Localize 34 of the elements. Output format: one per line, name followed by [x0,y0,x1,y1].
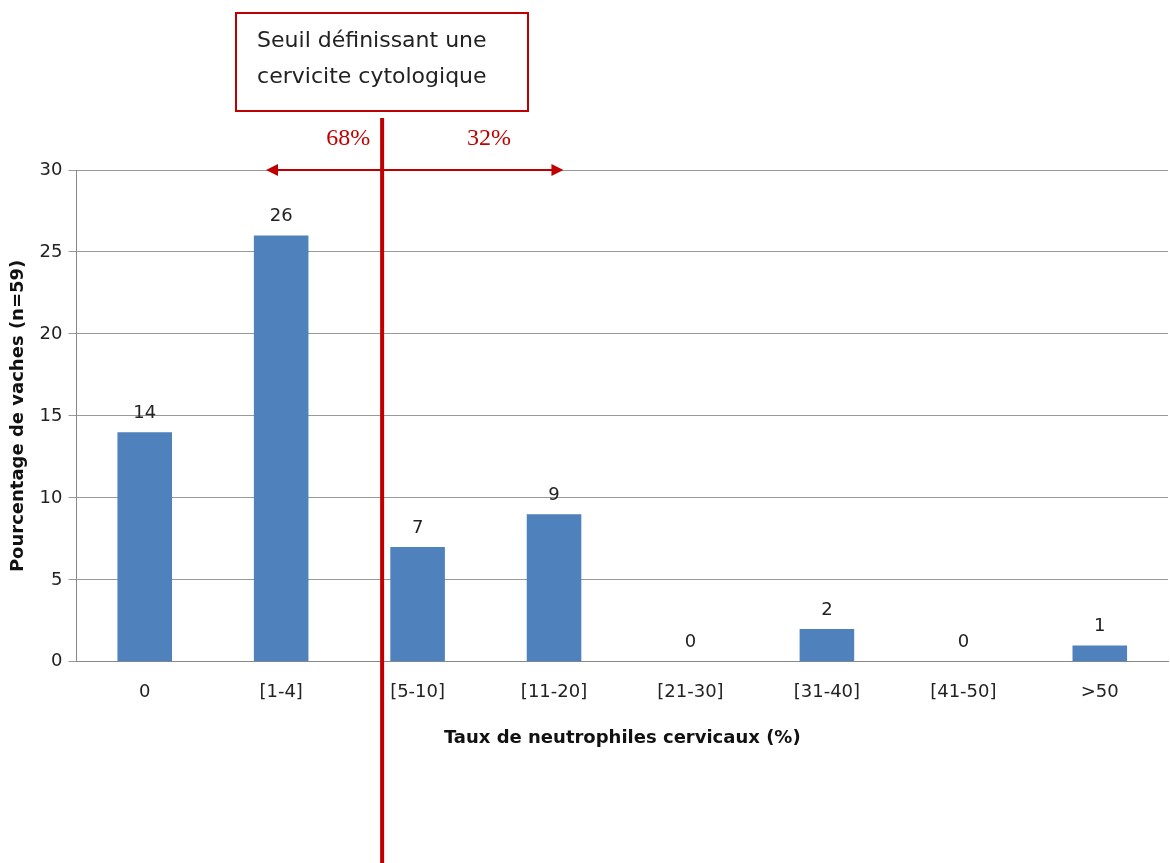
x-tick-label: 0 [139,680,151,702]
y-axis-title: Pourcentage de vaches (n=59) [6,259,28,573]
x-tick-label: [5-10] [390,680,446,702]
bar [799,629,855,662]
x-tick-label: [11-20] [520,680,588,702]
bar [253,235,309,662]
x-tick-label: [31-40] [793,680,861,702]
x-tick-label: [1-4] [259,680,303,702]
x-tick-label: >50 [1080,680,1119,702]
data-label: 0 [957,630,970,652]
data-label: 1 [1094,614,1106,636]
text: 32% [467,124,512,151]
y-tick-label: 20 [39,321,63,343]
x-tick-label: [41-50] [930,680,997,702]
data-label: 26 [269,204,293,226]
y-tick-label: 10 [39,485,63,507]
text: 68% [326,124,371,151]
x-tick-label: [21-30] [657,680,724,702]
bar [390,547,445,662]
ref-line-label: Seuil définissant une cervicite cytologique [235,12,530,112]
data-label: 9 [548,482,560,504]
y-tick-label: 25 [39,239,63,261]
data-label: 14 [133,400,157,422]
x-axis-title: Taux de neutrophiles cervicaux (%) [443,725,801,747]
data-label: 7 [411,515,424,537]
y-tick-label: 5 [51,567,63,589]
y-tick-label: 15 [39,403,63,425]
y-tick-label: 30 [39,157,63,179]
data-label: 2 [821,597,833,619]
bar [526,514,582,662]
bar [1072,645,1128,662]
data-label: 0 [684,630,697,652]
y-tick-label: 0 [51,649,63,671]
bar [117,432,173,662]
